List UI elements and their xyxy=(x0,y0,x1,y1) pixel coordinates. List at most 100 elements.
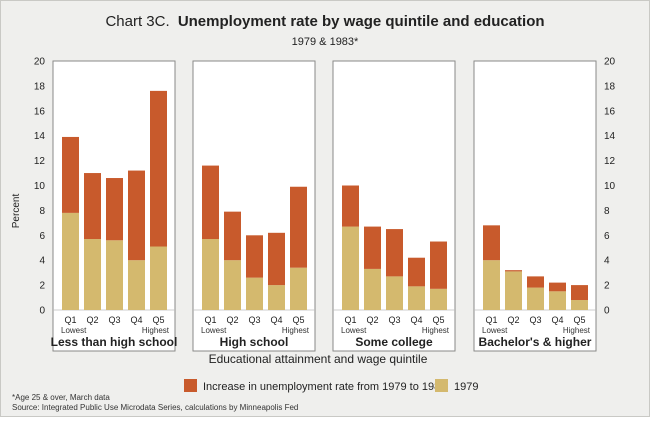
bar-1979 xyxy=(342,226,359,310)
bar-increase xyxy=(84,173,101,240)
legend-label-1979: 1979 xyxy=(454,381,478,393)
bar-1979 xyxy=(128,260,145,310)
bar-1979 xyxy=(571,300,588,310)
bar-increase xyxy=(202,165,219,240)
y-tick-label-left: 8 xyxy=(39,206,45,217)
y-tick-label-left: 10 xyxy=(34,181,46,192)
bar-increase xyxy=(505,270,522,272)
chart-title-text: Unemployment rate by wage quintile and e… xyxy=(178,13,545,30)
panel-title: High school xyxy=(220,335,289,349)
bar-increase xyxy=(290,186,307,268)
bar-1979 xyxy=(386,276,403,310)
footnote-age: *Age 25 & over, March data xyxy=(12,393,110,402)
bar-1979 xyxy=(268,285,285,310)
chart-number: Chart 3C. xyxy=(105,13,169,30)
footnote-source: Source: Integrated Public Use Microdata … xyxy=(12,403,298,412)
y-tick-label-left: 4 xyxy=(39,256,45,267)
y-tick-label-right: 10 xyxy=(604,181,616,192)
legend-swatch-increase xyxy=(184,379,197,392)
bar-1979 xyxy=(106,240,123,310)
y-tick-label-left: 18 xyxy=(34,81,46,92)
bar-1979 xyxy=(549,291,566,310)
bar-1979 xyxy=(505,271,522,310)
quintile-note: Highest xyxy=(563,326,591,335)
bar-1979 xyxy=(290,267,307,310)
y-tick-label-right: 0 xyxy=(604,306,610,317)
bar-increase xyxy=(408,257,425,287)
quintile-label: Q4 xyxy=(410,315,422,325)
y-axis-left: 0 2 4 6 8 10 12 14 16 18 20 xyxy=(34,57,46,317)
y-tick-label-right: 8 xyxy=(604,206,610,217)
quintile-note: Lowest xyxy=(341,326,367,335)
y-tick-label-right: 18 xyxy=(604,81,616,92)
quintile-label: Q1 xyxy=(344,315,356,325)
y-tick-label-right: 14 xyxy=(604,131,616,142)
quintile-label: Q1 xyxy=(64,315,76,325)
bar-increase xyxy=(527,276,544,288)
y-tick-label-right: 20 xyxy=(604,57,616,68)
bar-increase xyxy=(483,225,500,261)
y-tick-label-left: 16 xyxy=(34,106,46,117)
bar-increase xyxy=(150,90,167,247)
quintile-note: Highest xyxy=(282,326,310,335)
bar-increase xyxy=(342,185,359,227)
quintile-label: Q1 xyxy=(485,315,497,325)
quintile-label: Q3 xyxy=(108,315,120,325)
bar-increase xyxy=(246,235,263,278)
legend: Increase in unemployment rate from 1979 … xyxy=(184,379,478,393)
y-tick-label-left: 6 xyxy=(39,231,45,242)
bar-1979 xyxy=(224,260,241,310)
quintile-label: Q3 xyxy=(529,315,541,325)
y-tick-label-right: 12 xyxy=(604,156,616,167)
y-tick-label-right: 2 xyxy=(604,281,610,292)
quintile-label: Q2 xyxy=(226,315,238,325)
y-tick-label-left: 20 xyxy=(34,57,46,68)
bar-increase xyxy=(386,229,403,277)
quintile-label: Q5 xyxy=(432,315,444,325)
bar-increase xyxy=(364,226,381,269)
panel-title: Less than high school xyxy=(51,335,178,349)
panel-title: Bachelor's & higher xyxy=(479,335,592,349)
quintile-label: Q2 xyxy=(366,315,378,325)
y-tick-label-right: 6 xyxy=(604,231,610,242)
panel-title: Some college xyxy=(355,335,433,349)
quintile-label: Q2 xyxy=(86,315,98,325)
quintile-note: Highest xyxy=(142,326,170,335)
quintile-label: Q5 xyxy=(292,315,304,325)
y-tick-label-left: 0 xyxy=(39,306,45,317)
quintile-label: Q2 xyxy=(507,315,519,325)
quintile-note: Lowest xyxy=(482,326,508,335)
quintile-label: Q5 xyxy=(573,315,585,325)
bar-increase xyxy=(62,136,79,213)
bar-increase xyxy=(268,232,285,286)
y-tick-label-left: 14 xyxy=(34,131,46,142)
y-tick-label-right: 16 xyxy=(604,106,616,117)
bar-increase xyxy=(128,170,145,261)
bar-1979 xyxy=(430,288,447,310)
bar-increase xyxy=(106,178,123,241)
quintile-label: Q4 xyxy=(130,315,142,325)
chart-title: Chart 3C. Unemployment rate by wage quin… xyxy=(105,13,544,30)
quintile-label: Q4 xyxy=(270,315,282,325)
bar-1979 xyxy=(483,260,500,310)
quintile-label: Q3 xyxy=(248,315,260,325)
x-axis-label: Educational attainment and wage quintile xyxy=(209,352,428,366)
y-tick-label-right: 4 xyxy=(604,256,610,267)
bar-increase xyxy=(430,241,447,289)
bar-1979 xyxy=(364,268,381,310)
quintile-note: Lowest xyxy=(61,326,87,335)
bar-increase xyxy=(549,282,566,292)
legend-swatch-1979 xyxy=(435,379,448,392)
quintile-note: Lowest xyxy=(201,326,227,335)
bar-1979 xyxy=(150,246,167,310)
quintile-label: Q1 xyxy=(204,315,216,325)
quintile-label: Q5 xyxy=(152,315,164,325)
bar-1979 xyxy=(202,239,219,310)
quintile-note: Highest xyxy=(422,326,450,335)
legend-label-increase: Increase in unemployment rate from 1979 … xyxy=(203,381,446,393)
quintile-label: Q3 xyxy=(388,315,400,325)
